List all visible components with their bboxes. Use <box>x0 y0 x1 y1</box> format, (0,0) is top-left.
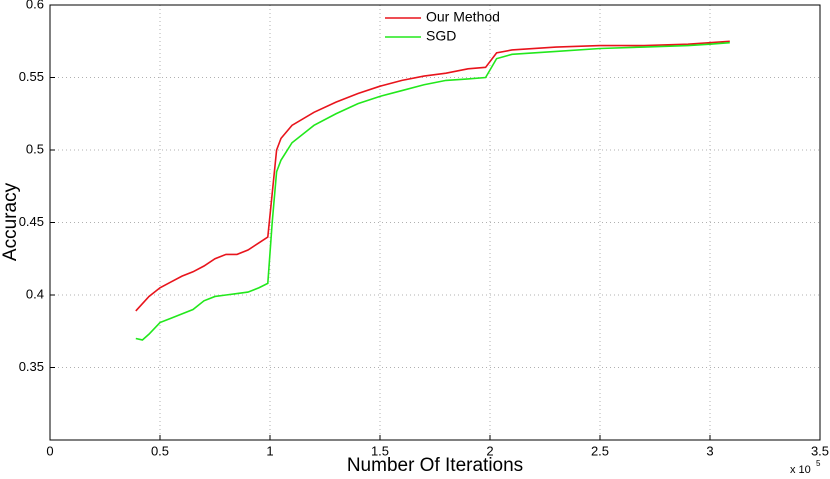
x-tick-label: 1.5 <box>371 443 389 458</box>
series-line <box>135 40 730 312</box>
legend-label: Our Method <box>426 9 500 25</box>
x-tick-label: 0 <box>46 443 53 458</box>
x-tick-label: 1 <box>266 443 273 458</box>
series-line <box>135 41 730 341</box>
y-axis-label: Accuracy <box>0 182 21 261</box>
plot-frame <box>49 4 821 441</box>
x-axis-label: Number Of Iterations <box>347 455 523 476</box>
x-scale-exponent: 5 <box>816 459 821 468</box>
y-tick-label: 0.6 <box>26 0 44 11</box>
x-tick-label: 0.5 <box>151 443 169 458</box>
y-tick-label: 0.4 <box>26 286 44 301</box>
x-tick-label: 3 <box>706 443 713 458</box>
legend-label: SGD <box>426 28 456 44</box>
y-tick-label: 0.55 <box>19 69 44 84</box>
x-scale-label: x 10 <box>790 464 811 476</box>
x-tick-label: 2.5 <box>591 443 609 458</box>
y-tick-label: 0.35 <box>19 359 44 374</box>
y-tick-label: 0.5 <box>26 141 44 156</box>
x-tick-label: 3.5 <box>811 443 829 458</box>
x-tick-label: 2 <box>486 443 493 458</box>
y-tick-label: 0.45 <box>19 214 44 229</box>
